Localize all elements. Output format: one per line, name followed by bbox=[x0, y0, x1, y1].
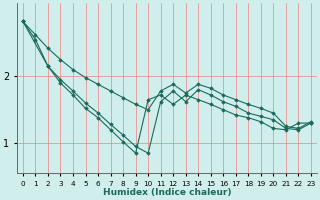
X-axis label: Humidex (Indice chaleur): Humidex (Indice chaleur) bbox=[103, 188, 231, 197]
